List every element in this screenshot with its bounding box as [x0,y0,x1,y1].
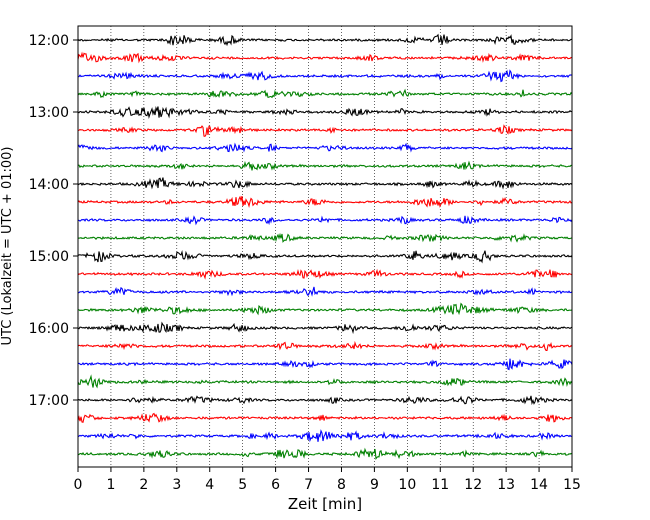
x-tick-label: 8 [337,477,346,493]
y-tick-label: 17:00 [29,393,69,409]
seismic-trace [77,340,573,351]
seismic-trace [77,232,573,243]
seismic-trace [77,195,573,208]
seismic-trace [77,268,573,280]
x-tick-label: 4 [205,477,214,493]
x-tick-label: 15 [563,477,581,493]
plot-frame [77,25,573,468]
x-tick-label: 3 [172,477,181,493]
x-tick-label: 0 [74,477,83,493]
x-tick-label: 14 [530,477,548,493]
y-tick-label: 12:00 [29,33,69,49]
seismic-trace [77,69,573,83]
seismic-trace [77,321,573,335]
seismic-trace [77,124,573,137]
y-axis-label: UTC (Lokalzeit = UTC + 01:00) [0,147,15,346]
y-tick-label: 13:00 [29,105,69,121]
seismic-trace [77,142,573,153]
seismic-trace [77,33,573,47]
seismic-traces [77,33,573,460]
x-tick-label: 9 [370,477,379,493]
seismic-trace [77,412,573,423]
x-axis-ticks: 0 1 2 3 4 5 6 7 8 9 10 11 12 13 14 15 [74,467,581,493]
y-tick-label: 16:00 [29,321,69,337]
seismic-trace [77,302,573,316]
seismic-trace [77,358,573,371]
seismic-trace [77,429,573,443]
seismic-trace [77,160,573,171]
x-tick-label: 12 [464,477,482,493]
seismic-trace [77,51,573,64]
y-axis-ticks: 12:00 13:00 14:00 15:00 16:00 17:00 [29,33,78,409]
seismic-trace [77,177,573,190]
seismic-trace [77,447,573,460]
seismic-trace [77,215,573,226]
x-tick-label: 13 [497,477,515,493]
seismic-trace [77,105,573,120]
seismic-trace [77,88,573,99]
seismic-trace [77,374,573,389]
x-axis-label: Zeit [min] [288,495,362,513]
y-tick-label: 15:00 [29,249,69,265]
x-tick-label: 7 [304,477,313,493]
seismic-trace [77,249,573,264]
seismic-trace [77,395,573,406]
x-tick-label: 2 [139,477,148,493]
seismic-trace [77,286,573,297]
x-tick-label: 6 [271,477,280,493]
x-tick-label: 1 [106,477,115,493]
x-tick-label: 5 [238,477,247,493]
y-tick-label: 14:00 [29,177,69,193]
x-tick-label: 10 [398,477,416,493]
x-tick-label: 11 [431,477,449,493]
